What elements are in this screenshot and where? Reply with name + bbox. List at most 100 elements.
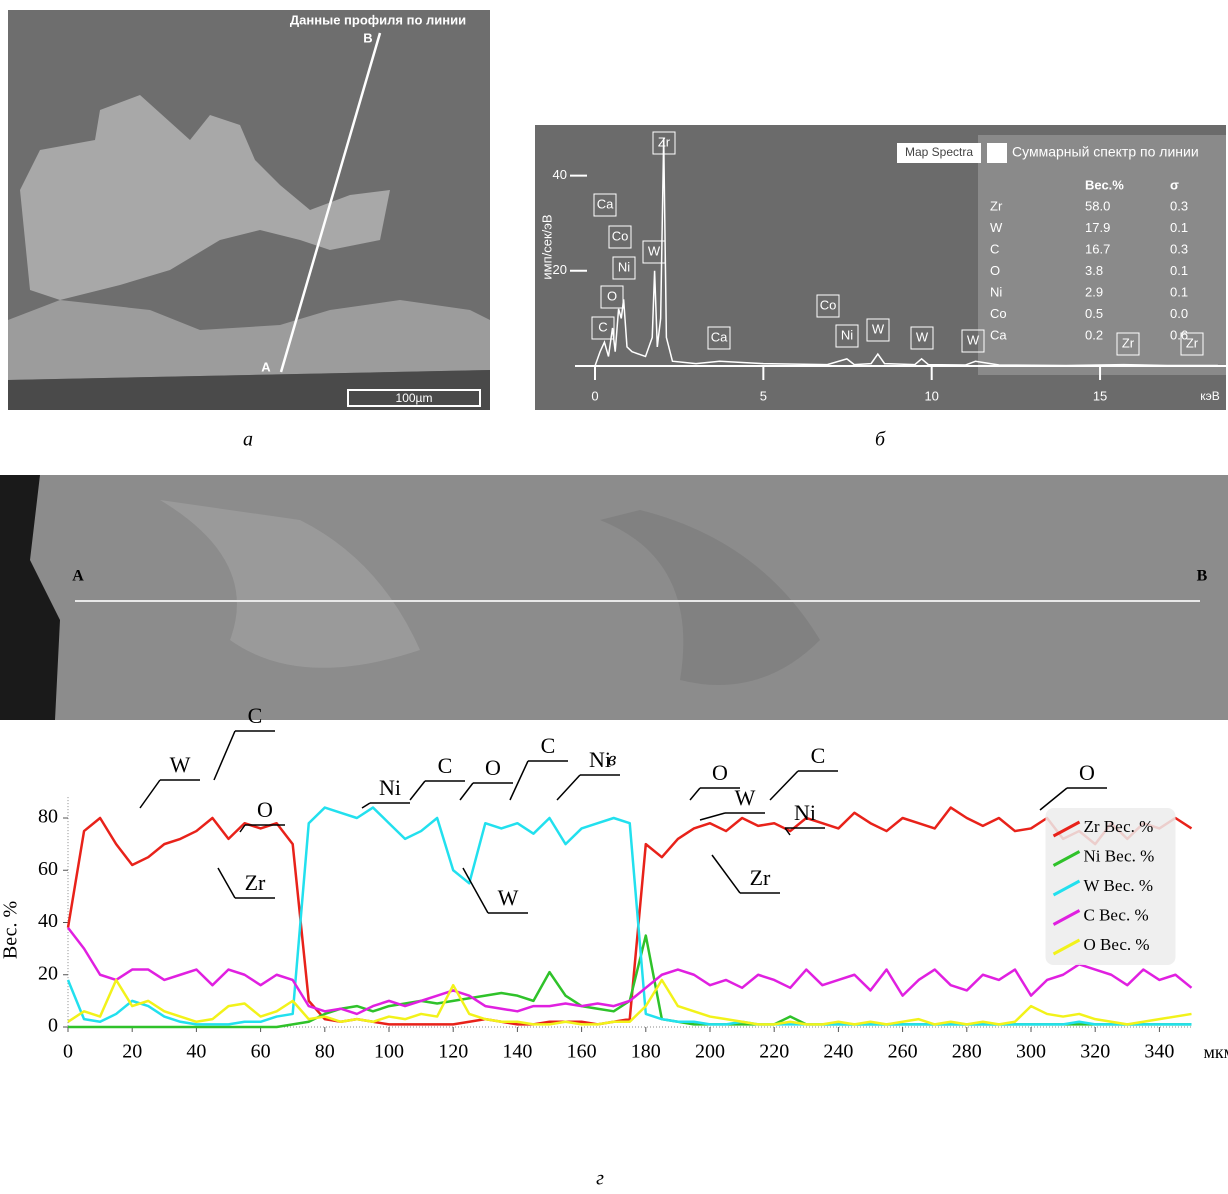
x-tick-label: 15 xyxy=(1093,388,1107,403)
x-tick-label: 140 xyxy=(502,1041,532,1063)
annotation-leader xyxy=(557,775,580,800)
peak-label: W xyxy=(648,243,661,258)
table-cell: 16.7 xyxy=(1085,241,1110,256)
point-b: B xyxy=(363,30,372,45)
annotation: C xyxy=(438,753,453,778)
annotation-leader xyxy=(218,868,235,898)
x-tick-label: 200 xyxy=(695,1041,725,1063)
micrograph-v xyxy=(0,475,1228,720)
table-cell: 0.6 xyxy=(1170,327,1188,342)
x-tick-label: 10 xyxy=(924,388,938,403)
x-tick-label: 280 xyxy=(952,1041,982,1063)
table-cell: W xyxy=(990,220,1003,235)
table-cell: C xyxy=(990,241,999,256)
table-cell: 0.1 xyxy=(1170,284,1188,299)
series-line xyxy=(68,928,1192,1014)
annotation: O xyxy=(257,797,273,822)
table-cell: Ni xyxy=(990,284,1002,299)
annotation: C xyxy=(248,703,263,728)
x-tick-label: 40 xyxy=(186,1041,206,1063)
x-tick-label: 240 xyxy=(823,1041,853,1063)
panel-label: а xyxy=(243,429,253,451)
peak-label: O xyxy=(607,288,617,303)
legend-label: Ni Вес. % xyxy=(1084,846,1155,865)
annotation: Ni xyxy=(589,747,611,772)
series-line xyxy=(68,808,1192,1025)
x-tick-label: 160 xyxy=(567,1041,597,1063)
micrograph-a xyxy=(8,10,490,410)
annotation: C xyxy=(811,743,826,768)
annotation: Zr xyxy=(750,865,771,890)
profile-title: Данные профиля по линии xyxy=(290,12,466,27)
annotation-leader xyxy=(214,731,235,780)
y-axis-label: имп/сек/эВ xyxy=(539,214,554,279)
table-cell: 0.2 xyxy=(1085,327,1103,342)
x-tick-label: 100 xyxy=(374,1041,404,1063)
peak-label: W xyxy=(967,332,980,347)
x-tick-label: 300 xyxy=(1016,1041,1046,1063)
annotation-leader xyxy=(700,813,725,820)
peak-label: Ni xyxy=(841,327,853,342)
annotation: O xyxy=(485,755,501,780)
table-cell: 3.8 xyxy=(1085,263,1103,278)
legend-label: O Вес. % xyxy=(1084,935,1150,954)
y-tick-label: 20 xyxy=(553,262,567,277)
annotation: C xyxy=(541,733,556,758)
panel-label: г xyxy=(596,1168,604,1190)
y-tick-label: 20 xyxy=(38,962,58,984)
y-tick-label: 0 xyxy=(48,1015,58,1037)
x-unit: мкм xyxy=(1204,1042,1228,1062)
annotation: Ni xyxy=(794,800,816,825)
series-line xyxy=(68,808,1192,1025)
panel-label: б xyxy=(875,429,886,451)
annotation-leader xyxy=(463,868,488,913)
y-tick-label: 60 xyxy=(38,858,58,880)
table-header: Суммарный спектр по линии xyxy=(1012,144,1199,160)
peak-label: C xyxy=(598,319,607,334)
point-a: A xyxy=(72,568,84,585)
annotation: W xyxy=(735,785,756,810)
table-header: Map Spectra xyxy=(905,145,973,159)
legend-label: W Вес. % xyxy=(1084,876,1154,895)
x-tick-label: 5 xyxy=(760,388,767,403)
annotation-leader xyxy=(510,761,528,800)
peak-label: Ca xyxy=(711,329,728,344)
table-cell: Ca xyxy=(990,327,1007,342)
x-tick-label: 80 xyxy=(315,1041,335,1063)
table-cell: 0.1 xyxy=(1170,220,1188,235)
annotation: O xyxy=(712,760,728,785)
peak-label: Co xyxy=(820,297,837,312)
annotation-leader xyxy=(140,780,160,808)
annotation-leader xyxy=(460,783,473,800)
annotation: O xyxy=(1079,760,1095,785)
peak-label: Co xyxy=(612,228,629,243)
table-cell: 0.0 xyxy=(1170,306,1188,321)
x-tick-label: 20 xyxy=(122,1041,142,1063)
table-cell: O xyxy=(990,263,1000,278)
x-tick-label: 260 xyxy=(888,1041,918,1063)
y-tick-label: 40 xyxy=(38,910,58,932)
table-cell: 0.5 xyxy=(1085,306,1103,321)
y-tick-label: 80 xyxy=(38,806,58,828)
legend-swatch xyxy=(987,143,1007,163)
annotation-leader xyxy=(690,788,700,800)
x-tick-label: 220 xyxy=(759,1041,789,1063)
annotation-leader xyxy=(362,803,370,808)
peak-label: Zr xyxy=(1122,335,1135,350)
table-cell: Co xyxy=(990,306,1007,321)
table-cell: 0.1 xyxy=(1170,263,1188,278)
x-tick-label: 0 xyxy=(591,388,598,403)
y-tick-label: 40 xyxy=(553,167,567,182)
scale-bar: 100µm xyxy=(396,391,433,405)
table-cell: 0.3 xyxy=(1170,241,1188,256)
x-tick-label: 180 xyxy=(631,1041,661,1063)
table-column: σ xyxy=(1170,177,1179,192)
peak-label: Ca xyxy=(597,196,614,211)
annotation: Zr xyxy=(245,870,266,895)
legend-label: C Вес. % xyxy=(1084,905,1149,924)
x-tick-label: 60 xyxy=(251,1041,271,1063)
x-tick-label: 340 xyxy=(1144,1041,1174,1063)
table-cell: 0.3 xyxy=(1170,198,1188,213)
figure: Данные профиля по линии B A 100µm 0 5 10 15… xyxy=(0,0,1228,1194)
